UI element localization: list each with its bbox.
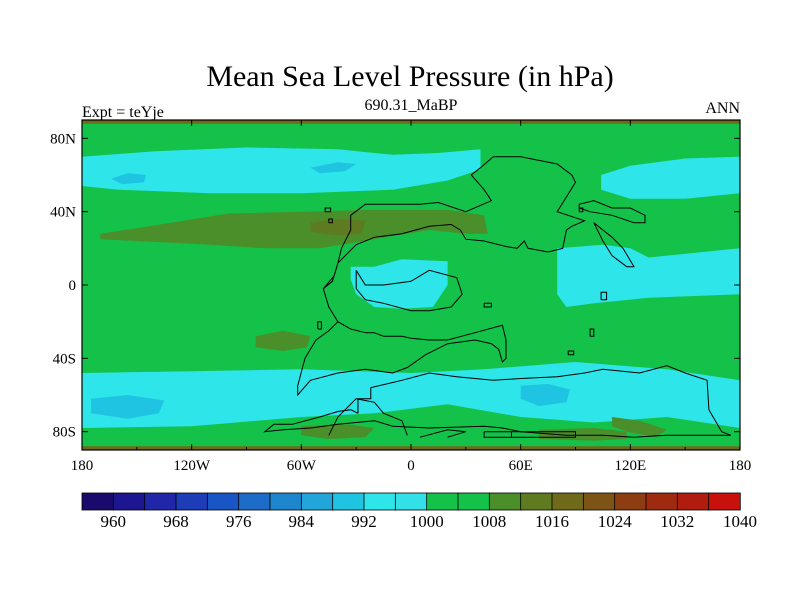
cyan-band-north-east: [601, 156, 740, 199]
x-tick-label: 120W: [173, 458, 211, 474]
colorbar-label: 968: [163, 512, 189, 531]
cyan-band-north-west: [82, 147, 481, 194]
colorbar-box: [206, 492, 240, 511]
colorbar-label: 1032: [660, 512, 694, 531]
coastline-5: [578, 200, 646, 224]
colorbar-label: 976: [226, 512, 252, 531]
colorbar-label: 1024: [598, 512, 633, 531]
colorbar-box: [457, 492, 491, 511]
colorbar-label: 992: [351, 512, 377, 531]
coastline-layer: [263, 156, 732, 438]
colorbar: 960 968 976 984 992 1000 1008 1016 1024 1032 1040: [81, 492, 757, 531]
blue-cell-north-west: [111, 173, 146, 185]
colorbar-box: [645, 492, 679, 511]
colorbar-box: [144, 492, 177, 511]
y-tick-label: 0: [69, 278, 77, 294]
coastline-9: [567, 350, 575, 356]
olive-cell-south-central: [301, 424, 375, 439]
colorbar-box: [175, 492, 209, 511]
blue-cell-north-central: [310, 162, 357, 174]
contour-fill-layer: [82, 120, 740, 450]
colorbar-box: [112, 492, 146, 511]
y-tick-label: 40S: [53, 351, 76, 367]
x-tick-label: 180: [71, 458, 94, 474]
cyan-cell-equatorial-east: [557, 244, 740, 307]
center-string: 690.31_MaBP: [365, 97, 458, 114]
x-tick-label: 180: [729, 458, 752, 474]
y-tick-label: 80S: [53, 425, 76, 441]
colorbar-box: [394, 492, 428, 511]
coastline-11: [324, 207, 332, 213]
coastline-6: [593, 222, 635, 268]
colorbar-label: 984: [289, 512, 315, 531]
coastline-2: [419, 429, 466, 438]
colorbar-box: [708, 492, 741, 511]
y-tick-label: 40N: [50, 205, 76, 221]
coastline-14: [317, 321, 322, 330]
coastline-16: [511, 431, 576, 438]
colorbar-label: 1040: [723, 512, 757, 531]
left-string: Expt = teYje: [82, 104, 164, 121]
colorbar-box: [300, 492, 334, 511]
chart-title: Mean Sea Level Pressure (in hPa): [206, 60, 613, 93]
olive-band-north: [100, 209, 488, 249]
x-tick-label: 0: [407, 458, 415, 474]
olive-cell-south-far-east: [612, 417, 667, 438]
coastline-1: [328, 398, 408, 436]
x-axis: 180 120W 60W 0 60E 120E 180: [71, 120, 752, 474]
coastline-4: [355, 269, 463, 312]
colorbar-box: [426, 492, 459, 511]
brown-cell-north: [310, 219, 366, 236]
colorbar-box: [676, 492, 710, 511]
x-tick-label: 120E: [614, 458, 646, 474]
olive-cell-south-west: [255, 330, 311, 351]
cyan-band-south: [82, 362, 740, 428]
colorbar-box: [582, 492, 616, 511]
x-tick-label: 60W: [287, 458, 317, 474]
colorbar-box: [614, 492, 647, 511]
coastline-10: [483, 302, 492, 308]
y-axis: 80N 40N 0 40S 80S: [50, 131, 740, 441]
coastline-12: [328, 218, 333, 224]
coastline-0: [263, 365, 732, 438]
y-tick-label: 80N: [50, 131, 76, 147]
blue-cell-south-west: [91, 395, 165, 419]
colorbar-box: [332, 492, 365, 511]
colorbar-label: 1016: [535, 512, 569, 531]
colorbar-box: [488, 492, 522, 511]
colorbar-label: 1000: [410, 512, 444, 531]
right-string: ANN: [705, 100, 740, 117]
blue-cell-south-east: [520, 384, 570, 406]
coastline-7: [600, 291, 608, 301]
colorbar-box: [81, 492, 115, 511]
coastline-8: [589, 328, 595, 337]
cyan-cell-equatorial-central: [350, 259, 448, 309]
coastline-3: [297, 156, 587, 397]
x-tick-label: 60E: [509, 458, 533, 474]
colorbar-box: [520, 492, 553, 511]
colorbar-box: [551, 492, 585, 511]
map-panel: [81, 119, 741, 451]
colorbar-label: 960: [101, 512, 127, 531]
colorbar-label: 1008: [472, 512, 506, 531]
colorbar-box: [269, 492, 303, 511]
colorbar-box: [238, 492, 271, 511]
coastline-13: [578, 207, 584, 213]
colorbar-box: [363, 492, 397, 511]
